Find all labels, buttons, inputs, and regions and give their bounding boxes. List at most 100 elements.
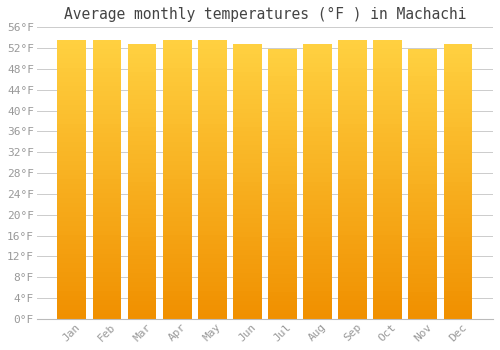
Bar [374, 217, 402, 221]
Bar [128, 77, 156, 81]
Bar [444, 150, 472, 154]
Bar [163, 300, 192, 305]
Bar [408, 256, 437, 260]
Bar [198, 198, 226, 203]
Bar [374, 179, 402, 184]
Bar [444, 163, 472, 168]
Bar [303, 118, 332, 122]
Bar [58, 156, 86, 161]
Bar [128, 314, 156, 319]
Bar [268, 301, 297, 306]
Bar [58, 119, 86, 124]
Bar [233, 81, 262, 86]
Bar [268, 211, 297, 216]
Bar [408, 279, 437, 283]
Bar [163, 258, 192, 263]
Bar [92, 212, 122, 217]
Bar [338, 277, 367, 282]
Bar [408, 130, 437, 135]
Bar [128, 282, 156, 287]
Bar [233, 154, 262, 159]
Bar [408, 76, 437, 80]
Bar [128, 278, 156, 282]
Bar [163, 152, 192, 156]
Bar [92, 86, 122, 91]
Bar [163, 166, 192, 170]
Bar [303, 264, 332, 268]
Bar [198, 63, 226, 68]
Bar [163, 72, 192, 77]
Bar [92, 156, 122, 161]
Bar [374, 54, 402, 58]
Bar [198, 221, 226, 226]
Bar [303, 292, 332, 296]
Bar [128, 131, 156, 136]
Bar [198, 142, 226, 147]
Bar [92, 105, 122, 110]
Bar [128, 122, 156, 127]
Bar [303, 191, 332, 195]
Bar [303, 246, 332, 250]
Bar [303, 163, 332, 168]
Bar [58, 40, 86, 44]
Bar [233, 177, 262, 182]
Bar [408, 265, 437, 270]
Bar [58, 310, 86, 314]
Bar [233, 282, 262, 287]
Bar [303, 154, 332, 159]
Bar [374, 198, 402, 203]
Bar [128, 259, 156, 264]
Bar [163, 272, 192, 277]
Bar [58, 152, 86, 156]
Bar [163, 254, 192, 258]
Bar [303, 204, 332, 209]
Bar [92, 114, 122, 119]
Bar [92, 175, 122, 179]
Bar [408, 112, 437, 117]
Bar [408, 148, 437, 153]
Bar [374, 193, 402, 198]
Bar [338, 314, 367, 319]
Bar [444, 255, 472, 259]
Bar [163, 142, 192, 147]
Bar [198, 217, 226, 221]
Bar [444, 54, 472, 58]
Bar [198, 277, 226, 282]
Bar [374, 263, 402, 268]
Bar [444, 310, 472, 314]
Bar [444, 136, 472, 140]
Bar [198, 49, 226, 54]
Bar [163, 44, 192, 49]
Bar [338, 49, 367, 54]
Bar [374, 124, 402, 128]
Bar [444, 67, 472, 72]
Bar [233, 305, 262, 310]
Bar [408, 229, 437, 233]
Bar [408, 283, 437, 287]
Bar [374, 91, 402, 96]
Bar [408, 220, 437, 224]
Bar [128, 273, 156, 278]
Bar [303, 77, 332, 81]
Bar [444, 296, 472, 301]
Bar [163, 249, 192, 254]
Bar [58, 44, 86, 49]
Bar [408, 233, 437, 238]
Bar [408, 287, 437, 292]
Bar [163, 119, 192, 124]
Bar [444, 127, 472, 131]
Bar [408, 157, 437, 162]
Bar [408, 80, 437, 85]
Bar [303, 177, 332, 182]
Bar [374, 86, 402, 91]
Bar [92, 54, 122, 58]
Bar [444, 81, 472, 86]
Bar [58, 63, 86, 68]
Bar [233, 314, 262, 319]
Bar [198, 54, 226, 58]
Bar [198, 68, 226, 72]
Bar [374, 277, 402, 282]
Bar [163, 40, 192, 44]
Bar [233, 58, 262, 63]
Bar [92, 58, 122, 63]
